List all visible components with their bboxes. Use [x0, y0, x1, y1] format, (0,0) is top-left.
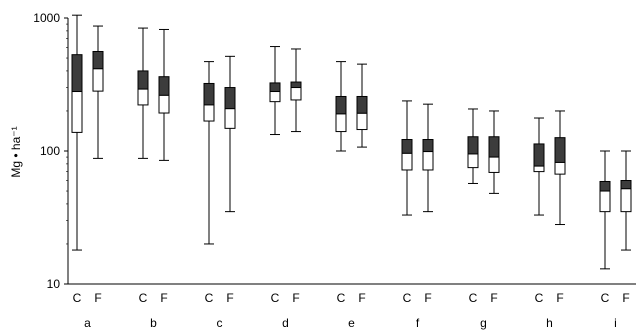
box-upper-quartile: [269, 82, 281, 93]
box-lower-quartile: [356, 112, 368, 131]
box-lower-quartile: [158, 94, 170, 114]
treatment-label: C: [337, 291, 346, 305]
treatment-label: F: [490, 291, 497, 305]
group-label: f: [416, 316, 420, 330]
box-upper-quartile: [356, 95, 368, 114]
box-lower-quartile: [335, 113, 347, 133]
box-upper-quartile: [290, 81, 302, 89]
box-lower-quartile: [467, 153, 479, 169]
box-lower-quartile: [488, 156, 500, 173]
box-upper-quartile: [335, 95, 347, 115]
treatment-label: F: [622, 291, 629, 305]
box-upper-quartile: [488, 136, 500, 158]
group-label: c: [217, 316, 223, 330]
box-upper-quartile: [533, 143, 545, 167]
treatment-label: C: [469, 291, 478, 305]
box-lower-quartile: [599, 190, 611, 213]
box-upper-quartile: [158, 76, 170, 96]
group-label: g: [480, 316, 487, 330]
group-label: h: [546, 316, 553, 330]
box-upper-quartile: [92, 50, 104, 70]
box-upper-quartile: [203, 82, 215, 106]
group-label: b: [150, 316, 157, 330]
box-lower-quartile: [620, 188, 632, 213]
y-tick-label: 1000: [33, 11, 60, 25]
box-upper-quartile: [620, 180, 632, 190]
treatment-label: C: [601, 291, 610, 305]
box-lower-quartile: [401, 152, 413, 171]
box-lower-quartile: [71, 91, 83, 133]
treatment-label: F: [358, 291, 365, 305]
box-lower-quartile: [92, 68, 104, 92]
box-lower-quartile: [533, 165, 545, 173]
box-upper-quartile: [599, 180, 611, 192]
treatment-label: C: [535, 291, 544, 305]
box-lower-quartile: [269, 91, 281, 103]
y-axis-label: Mg • ha⁻¹: [9, 126, 23, 177]
y-tick-label: 100: [40, 144, 60, 158]
treatment-label: C: [139, 291, 148, 305]
treatment-label: F: [160, 291, 167, 305]
box-upper-quartile: [554, 137, 566, 163]
group-label: d: [282, 316, 289, 330]
treatment-label: F: [226, 291, 233, 305]
treatment-label: F: [94, 291, 101, 305]
y-tick-label: 10: [47, 277, 61, 291]
treatment-label: C: [73, 291, 82, 305]
box-upper-quartile: [467, 136, 479, 155]
group-label: a: [84, 316, 91, 330]
treatment-label: F: [292, 291, 299, 305]
axes: 1000 100 10: [33, 11, 636, 291]
box-lower-quartile: [422, 151, 434, 171]
boxes: [71, 14, 632, 270]
box-upper-quartile: [137, 70, 149, 90]
box-lower-quartile: [137, 88, 149, 106]
box-upper-quartile: [422, 139, 434, 153]
box-lower-quartile: [554, 161, 566, 175]
box-upper-quartile: [71, 54, 83, 93]
treatment-label: F: [556, 291, 563, 305]
box-lower-quartile: [290, 87, 302, 101]
box-lower-quartile: [224, 108, 236, 129]
treatment-label: C: [205, 291, 214, 305]
group-label: i: [614, 316, 617, 330]
treatment-label: F: [424, 291, 431, 305]
group-label: e: [348, 316, 355, 330]
treatment-label: C: [403, 291, 412, 305]
treatment-label: C: [271, 291, 280, 305]
box-upper-quartile: [224, 87, 236, 110]
box-upper-quartile: [401, 139, 413, 154]
box-lower-quartile: [203, 104, 215, 122]
labels: C FaC FbC FcC FdC FeC FfC FgC FhC Fi: [73, 291, 630, 330]
